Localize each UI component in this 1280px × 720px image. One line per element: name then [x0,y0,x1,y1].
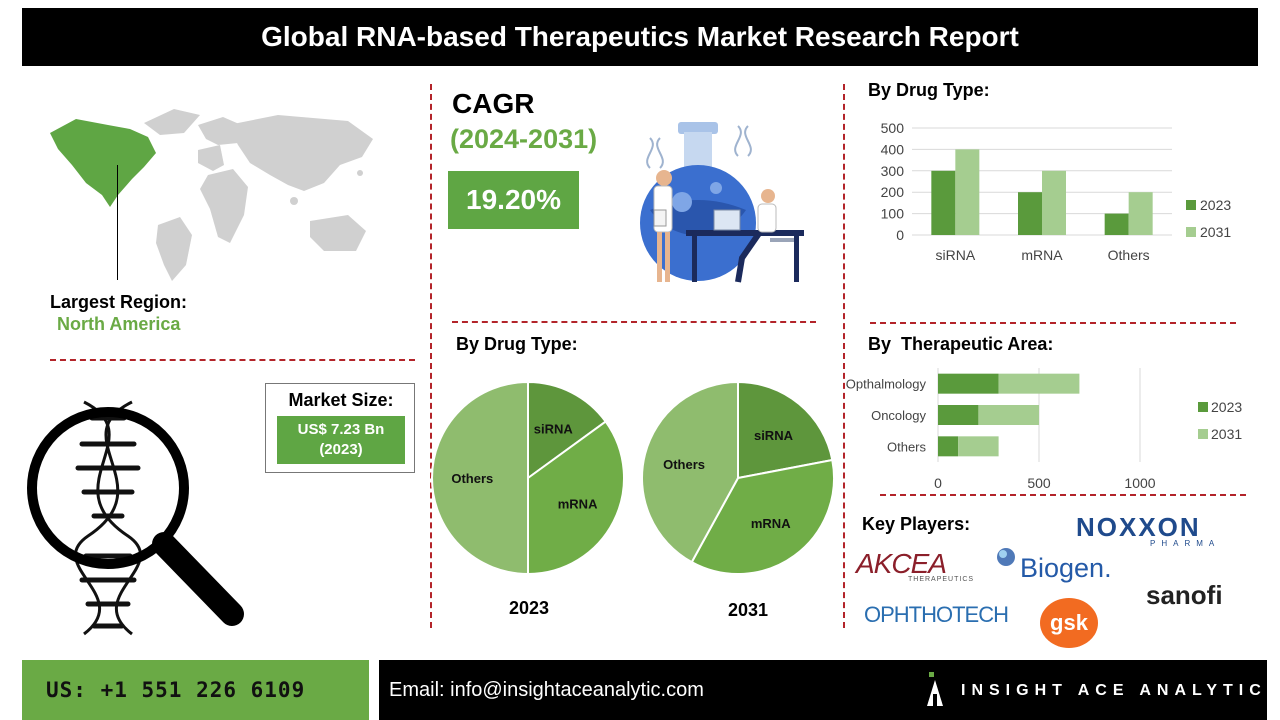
divider-cagr [452,321,816,323]
x-tick-label: Others [1108,247,1150,263]
divider-right [843,84,845,628]
divider-left [430,84,432,628]
hbar-Others-2031 [958,436,999,457]
gsk-logo: gsk [1040,598,1098,648]
footer-phone: US: +1 551 226 6109 [22,660,369,720]
insightace-logo-icon [927,672,943,706]
hbar-Opthalmology-2031 [998,373,1080,394]
key-players-label: Key Players: [862,514,971,534]
x-tick-label: mRNA [1021,247,1063,263]
footer-email[interactable]: Email: info@insightaceanalytic.com [389,679,704,701]
hbar-Opthalmology-2023 [938,373,999,394]
pie-label-siRNA: siRNA [754,428,794,443]
x-tick-label: 0 [934,475,942,491]
hbar-Others-2023 [938,436,959,457]
cagr-title: CAGR [452,88,535,119]
y-tick-label: 0 [896,227,904,243]
therapeutic-area-chart: 0 500 1000 Opthalmology Oncology Others 2023 20… [846,368,1242,491]
market-size-amount: US$ 7.23 Bn [297,421,385,438]
pie-label-mRNA: mRNA [751,516,791,531]
footer-brand: INSIGHT ACE ANALYTIC [961,682,1267,699]
y-tick-label: Opthalmology [846,377,927,392]
ophthotech-logo: OPHTHOTECH [864,602,1009,627]
cagr-value: 19.20% [448,171,579,229]
y-tick-label: 500 [881,120,905,136]
x-tick-label: siRNA [935,247,975,263]
pie-slice-Others [641,380,739,564]
lab-scientists-illustration [640,122,804,283]
y-tick-label: Others [887,439,927,454]
legend-swatch-2031 [1186,227,1196,237]
bar-mRNA-2031 [1042,170,1066,235]
biogen-mark-icon [997,548,1015,566]
page-title: Global RNA-based Therapeutics Market Res… [22,8,1258,66]
pie-label-Others: Others [663,457,705,472]
divider-drugtype [870,322,1236,324]
pie-label-Others: Others [451,471,493,486]
hbar-Oncology-2031 [978,405,1039,425]
noxxon-logo-sub: PHARMA [1150,539,1221,548]
drug-type-bar-chart: 0 100 200 300 400 500 siRNA mRNA Others 2023 2031 [881,120,1232,263]
pie-slice-mRNA [527,420,625,576]
biogen-logo: Biogen. [1020,553,1112,583]
y-tick-label: 300 [881,163,905,179]
therapeutic-area-title: By Therapeutic Area: [868,334,1054,354]
bar-siRNA-2031 [955,149,980,235]
x-tick-label: 500 [1027,475,1051,491]
legend-swatch-2023 [1198,402,1208,412]
x-tick-label: 1000 [1124,475,1155,491]
sanofi-logo: sanofi [1146,580,1223,610]
market-size-box: Market Size: US$ 7.23 Bn (2023) [265,383,415,473]
market-size-year: (2023) [319,441,363,458]
largest-region-value: North America [57,314,181,334]
pie-slice-siRNA [527,380,608,480]
akcea-logo: AKCEA [856,548,947,579]
akcea-logo-sub: THERAPEUTICS [908,576,975,583]
region-pointer-line [117,165,118,280]
footer-contact-bar: Email: info@insightaceanalytic.com INSIG… [379,660,1267,720]
dna-magnifier-icon [27,400,244,636]
y-tick-label: 400 [881,141,905,157]
noxxon-logo: NOXXON [1076,512,1201,542]
bar-Others-2031 [1128,192,1153,235]
legend-label-2031: 2031 [1200,224,1231,240]
pie-2031-caption: 2031 [728,600,769,620]
market-size-value: US$ 7.23 Bn (2023) [277,416,405,464]
pie-chart-2031: siRNA mRNA Others [641,380,835,575]
pie-slice-Others [431,380,529,576]
pie-label-mRNA: mRNA [558,496,598,511]
bar-mRNA-2023 [1018,192,1042,235]
pie-label-siRNA: siRNA [534,421,574,436]
hbar-Oncology-2023 [938,405,979,425]
divider-therapeutic [880,494,1246,496]
largest-region-label: Largest Region: [50,292,188,312]
legend-label-2023: 2023 [1211,399,1242,415]
bar-Others-2023 [1104,213,1129,235]
legend-label-2023: 2023 [1200,197,1231,213]
y-tick-label: 100 [881,206,905,222]
cagr-period: (2024-2031) [450,124,598,154]
pie-slice-mRNA [690,458,835,575]
world-map [50,109,373,281]
y-tick-label: 200 [881,184,905,200]
pie-2023-caption: 2023 [509,598,550,618]
bar-siRNA-2023 [931,170,956,235]
legend-swatch-2023 [1186,200,1196,210]
market-size-label: Market Size: [288,390,394,410]
legend-swatch-2031 [1198,429,1208,439]
drug-type-pie-title: By Drug Type: [456,334,578,354]
legend-label-2031: 2031 [1211,426,1242,442]
pie-chart-2023: siRNA mRNA Others [431,380,625,576]
divider-region [50,359,415,361]
drug-type-bar-title: By Drug Type: [868,80,990,100]
pie-slice-siRNA [737,380,834,480]
y-tick-label: Oncology [871,408,926,423]
